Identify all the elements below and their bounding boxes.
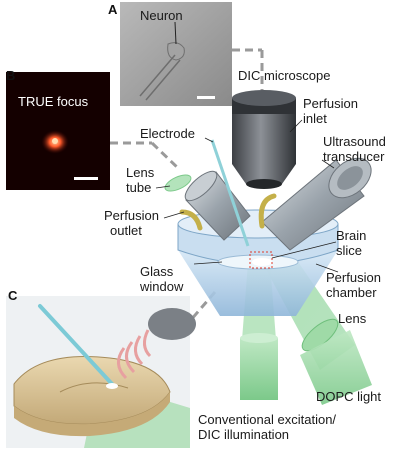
callout-dashes bbox=[110, 48, 264, 351]
lens-label: Lens bbox=[338, 311, 367, 326]
panel-c-focus bbox=[106, 383, 118, 389]
true-focus-title: TRUE focus bbox=[18, 94, 89, 109]
ultrasound-pointer bbox=[321, 159, 335, 169]
conventional-source-top bbox=[240, 333, 278, 343]
scale-bar-a bbox=[197, 96, 215, 99]
objective-top-cap bbox=[232, 90, 296, 106]
neuron-cell bbox=[167, 42, 185, 61]
lens-tube-pointer bbox=[155, 185, 171, 189]
perfusion-outlet-pointer bbox=[163, 211, 185, 219]
brain-slice-spot bbox=[252, 258, 272, 266]
panel-c-pipette bbox=[38, 304, 114, 386]
dic-objective bbox=[232, 90, 296, 189]
brain-slice-front bbox=[14, 392, 170, 437]
focus-dot bbox=[52, 138, 58, 144]
neuron-label: Neuron bbox=[140, 8, 183, 23]
electrode-pointer bbox=[204, 137, 214, 143]
conventional-label-2: DIC illumination bbox=[198, 427, 289, 442]
perfusion-inlet-label-1: Perfusion bbox=[303, 96, 358, 111]
objective-taper bbox=[232, 164, 296, 184]
perfusion-chamber-label-2: chamber bbox=[326, 285, 377, 300]
objective-body bbox=[232, 114, 296, 164]
perfusion-chamber-label-1: Perfusion bbox=[326, 270, 381, 285]
electrode-group bbox=[210, 139, 250, 247]
conventional-label-1: Conventional excitation/ bbox=[198, 412, 336, 427]
perfusion-inlet-tube bbox=[258, 193, 277, 229]
brain-slice-label-1: Brain bbox=[336, 228, 366, 243]
slice-contour bbox=[59, 382, 129, 393]
objective-tip bbox=[246, 179, 282, 189]
wave-1 bbox=[143, 329, 152, 358]
panel-b-letter: B bbox=[6, 68, 15, 83]
lens-tube-label-1: Lens bbox=[126, 165, 155, 180]
panel-b: B TRUE focus bbox=[6, 68, 110, 190]
dash-lens-to-tube bbox=[150, 141, 182, 172]
perfusion-inlet-label-2: inlet bbox=[303, 111, 327, 126]
electrode-label: Electrode bbox=[140, 126, 195, 141]
perfusion-inlet-pointer bbox=[289, 119, 303, 133]
glass-window-label-2: window bbox=[139, 279, 184, 294]
panel-c-letter: C bbox=[8, 288, 18, 303]
dopc-source bbox=[300, 330, 372, 405]
ultrasound-label-2: transducer bbox=[323, 149, 385, 164]
glass-window-pointer bbox=[193, 261, 223, 265]
ultrasound-transducer bbox=[258, 157, 372, 251]
scale-bar-b bbox=[74, 177, 98, 180]
perfusion-outlet-label-2: outlet bbox=[110, 223, 142, 238]
wave-3 bbox=[125, 341, 136, 374]
glass-window-label-1: Glass bbox=[140, 264, 174, 279]
ultrasound-waves bbox=[117, 329, 152, 380]
conventional-source bbox=[240, 338, 278, 400]
pointer-lines bbox=[155, 119, 339, 273]
labels: DIC microscope Perfusion inlet Electrode… bbox=[104, 68, 386, 442]
chamber-cone bbox=[178, 250, 338, 316]
wave-4 bbox=[117, 347, 128, 380]
dic-microscope-label: DIC microscope bbox=[238, 68, 330, 83]
wave-2 bbox=[134, 335, 144, 366]
lens-element bbox=[164, 174, 192, 192]
brain-slice-box bbox=[249, 251, 273, 269]
brain-slice-pointer bbox=[271, 241, 337, 259]
panel-a-letter: A bbox=[108, 2, 118, 17]
perfusion-outlet-label-1: Perfusion bbox=[104, 208, 159, 223]
lens-tube-end bbox=[184, 170, 218, 202]
panel-a: A Neuron bbox=[108, 2, 232, 106]
transducer-face-inner bbox=[337, 166, 363, 190]
electrode bbox=[210, 139, 250, 247]
lens-tube-group bbox=[164, 170, 251, 241]
perfusion-outlet-tube bbox=[179, 209, 203, 231]
dopc-light-label: DOPC light bbox=[316, 389, 381, 404]
perfusion-chamber-pointer bbox=[315, 263, 339, 273]
panel-c-transducer bbox=[148, 308, 196, 340]
neuron-pointer bbox=[174, 21, 177, 45]
dopc-lens bbox=[301, 318, 339, 352]
pipette-in-micrograph bbox=[139, 54, 181, 101]
panel-c: C bbox=[6, 288, 196, 448]
ultrasound-label-1: Ultrasound bbox=[323, 134, 386, 149]
lens-tube-label-2: tube bbox=[126, 180, 151, 195]
brain-slice-label-2: slice bbox=[336, 243, 362, 258]
